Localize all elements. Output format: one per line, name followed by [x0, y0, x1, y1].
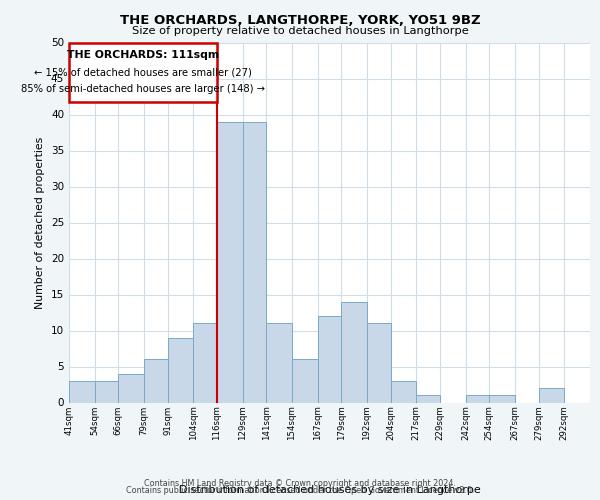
Bar: [167, 338, 193, 402]
Bar: [217, 122, 242, 402]
Bar: [266, 324, 292, 402]
X-axis label: Distribution of detached houses by size in Langthorpe: Distribution of detached houses by size …: [179, 484, 480, 494]
Bar: [539, 388, 564, 402]
Bar: [489, 396, 515, 402]
Bar: [193, 324, 217, 402]
Bar: [416, 396, 440, 402]
Text: THE ORCHARDS: 111sqm: THE ORCHARDS: 111sqm: [67, 50, 219, 60]
FancyBboxPatch shape: [69, 42, 217, 102]
Text: Size of property relative to detached houses in Langthorpe: Size of property relative to detached ho…: [131, 26, 469, 36]
Bar: [317, 316, 341, 402]
Bar: [242, 122, 266, 402]
Bar: [118, 374, 144, 402]
Bar: [69, 381, 95, 402]
Bar: [466, 396, 489, 402]
Bar: [391, 381, 416, 402]
Bar: [341, 302, 367, 402]
Bar: [292, 360, 317, 403]
Text: ← 15% of detached houses are smaller (27): ← 15% of detached houses are smaller (27…: [34, 68, 252, 78]
Bar: [95, 381, 118, 402]
Bar: [367, 324, 391, 402]
Text: THE ORCHARDS, LANGTHORPE, YORK, YO51 9BZ: THE ORCHARDS, LANGTHORPE, YORK, YO51 9BZ: [119, 14, 481, 27]
Y-axis label: Number of detached properties: Number of detached properties: [35, 136, 46, 308]
Text: Contains HM Land Registry data © Crown copyright and database right 2024.: Contains HM Land Registry data © Crown c…: [144, 478, 456, 488]
Text: Contains public sector information licensed under the Open Government Licence v3: Contains public sector information licen…: [126, 486, 474, 495]
Bar: [144, 360, 167, 403]
Text: 85% of semi-detached houses are larger (148) →: 85% of semi-detached houses are larger (…: [21, 84, 265, 94]
